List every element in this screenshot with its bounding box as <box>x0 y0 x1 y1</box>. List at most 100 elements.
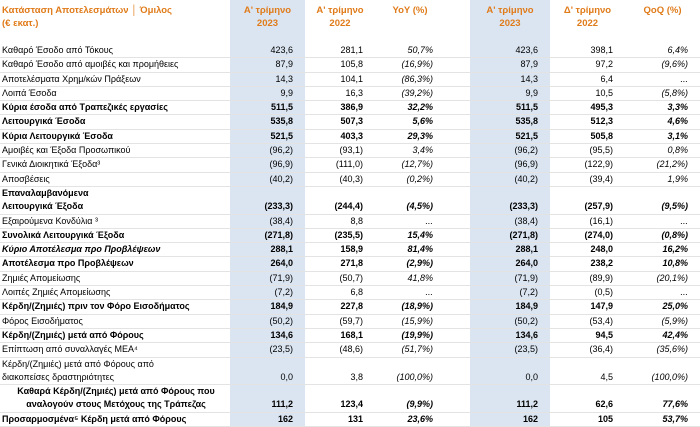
spacer <box>445 86 470 102</box>
percent-cell: (0,8%) <box>625 228 700 244</box>
table-row: Λοιπά Έσοδα 9,9 16,3 (39,2%) 9,9 10,5 (5,8%) <box>0 86 700 102</box>
table-row: Επίπτωση από συναλλαγές ΜΕΑ⁴ (23,5) (48,6)… <box>0 342 700 358</box>
row-label: Κέρδη/(Ζημιές) πριν τον Φόρο Εισοδήματος <box>0 299 230 315</box>
spacer <box>445 314 470 329</box>
value-cell: 227,8 <box>305 299 375 315</box>
table-row: Κύριο Αποτέλεσμα προ Προβλέψεων 288,1 158,… <box>0 242 700 258</box>
percent-cell: 4,6% <box>625 114 700 130</box>
value-cell: 521,5 <box>470 129 550 145</box>
value-cell: 511,5 <box>470 100 550 116</box>
value-cell: 6,4 <box>550 72 625 87</box>
value-cell: (93,1) <box>305 143 375 159</box>
value-cell: 184,9 <box>470 299 550 315</box>
spacer <box>445 157 470 173</box>
value-cell: (40,3) <box>305 172 375 187</box>
value-cell: 386,9 <box>305 100 375 116</box>
text-line: Α' τρίμηνο <box>316 5 364 16</box>
value-cell: 271,8 <box>305 256 375 272</box>
table-row: Ζημιές Απομείωσης (71,9) (50,7) 41,8% (71,9)… <box>0 271 700 287</box>
percent-cell: (21,2%) <box>625 157 700 173</box>
text-line: 2023 <box>256 18 279 29</box>
spacer <box>445 214 470 229</box>
value-cell: (50,2) <box>470 314 550 329</box>
value-cell: (71,9) <box>470 271 550 287</box>
value-cell: 14,3 <box>230 72 305 87</box>
value-cell: 87,9 <box>470 57 550 73</box>
percent-cell: (9,5%) <box>625 186 700 215</box>
value-cell: 162 <box>230 412 305 427</box>
table-title: Κατάσταση Αποτελεσμάτων │ Όμιλος (€ εκατ.… <box>0 0 230 44</box>
value-cell: (233,3) <box>470 186 550 215</box>
value-cell: 403,3 <box>305 129 375 145</box>
percent-cell: 6,4% <box>625 44 700 59</box>
spacer <box>445 100 470 116</box>
percent-cell: 41,8% <box>375 271 445 287</box>
percent-cell: 16,2% <box>625 242 700 258</box>
percent-cell: (100,0%) <box>375 357 445 386</box>
spacer <box>445 271 470 287</box>
value-cell: 9,9 <box>470 86 550 102</box>
table-row: Συνολικά Λειτουργικά Έξοδα (271,8) (235,5)… <box>0 228 700 244</box>
spacer <box>445 242 470 258</box>
row-label: Φόρος Εισοδήματος <box>0 314 230 329</box>
value-cell: (50,2) <box>230 314 305 329</box>
value-cell: 238,2 <box>550 256 625 272</box>
spacer <box>445 129 470 145</box>
spacer <box>445 172 470 187</box>
percent-cell: ... <box>625 72 700 87</box>
value-cell: 158,9 <box>305 242 375 258</box>
table-row: Γενικά Διοικητικά Έξοδα³ (96,9) (111,0) (12… <box>0 157 700 173</box>
value-cell: (7,2) <box>470 285 550 301</box>
value-cell: 0,0 <box>230 357 305 386</box>
column-header: Α' τρίμηνο 2023 <box>470 0 550 44</box>
value-cell: (96,2) <box>230 143 305 159</box>
row-label: Κύριο Αποτέλεσμα προ Προβλέψεων <box>0 242 230 258</box>
header-row: Κατάσταση Αποτελεσμάτων │ Όμιλος (€ εκατ.… <box>0 0 700 44</box>
value-cell: (40,2) <box>230 172 305 187</box>
table-row: Κέρδη/(Ζημιές) μετά από Φόρους 134,6 168,1… <box>0 328 700 344</box>
value-cell: 288,1 <box>230 242 305 258</box>
text-line: Α' τρίμηνο <box>243 5 292 16</box>
table-row: Εξαιρούμενα Κονδύλια ³ (38,4) 8,8... (38,4)… <box>0 214 700 229</box>
value-cell: 507,3 <box>305 114 375 130</box>
value-cell: 6,8 <box>305 285 375 301</box>
value-cell: 16,3 <box>305 86 375 102</box>
value-cell: (59,7) <box>305 314 375 329</box>
value-cell: (95,5) <box>550 143 625 159</box>
row-label: Αποτέλεσμα προ Προβλέψεων <box>0 256 230 272</box>
spacer <box>445 72 470 87</box>
value-cell: (23,5) <box>230 342 305 358</box>
value-cell: (244,4) <box>305 186 375 215</box>
row-label: Λοιπά Έσοδα <box>0 86 230 102</box>
percent-cell: 1,9% <box>625 172 700 187</box>
column-header: Α' τρίμηνο 2022 <box>305 0 375 44</box>
value-cell: 111,2 <box>230 384 305 413</box>
value-cell: 147,9 <box>550 299 625 315</box>
row-label: Καθαρό Έσοδο από Τόκους <box>0 44 230 59</box>
value-cell: 423,6 <box>230 44 305 59</box>
value-cell: 3,8 <box>305 357 375 386</box>
value-cell: 535,8 <box>230 114 305 130</box>
row-label: Εξαιρούμενα Κονδύλια ³ <box>0 214 230 229</box>
table-row: Καθαρό Έσοδο από αμοιβές και προμήθειες 8… <box>0 57 700 73</box>
row-label: Γενικά Διοικητικά Έξοδα³ <box>0 157 230 173</box>
value-cell: (50,7) <box>305 271 375 287</box>
value-cell: 535,8 <box>470 114 550 130</box>
spacer <box>445 44 470 59</box>
value-cell: 184,9 <box>230 299 305 315</box>
table-row: Φόρος Εισοδήματος (50,2) (59,7) (15,9%) (50,… <box>0 314 700 329</box>
value-cell: (40,2) <box>470 172 550 187</box>
text-line: Καθαρά Κέρδη/(Ζημιές) μετά από Φόρους πο… <box>17 386 215 397</box>
value-cell: 134,6 <box>470 328 550 344</box>
percent-cell: 15,4% <box>375 228 445 244</box>
percent-cell: 53,7% <box>625 412 700 427</box>
row-label: Αμοιβές και Έξοδα Προσωπικού <box>0 143 230 159</box>
percent-cell: ... <box>625 214 700 229</box>
value-cell: 87,9 <box>230 57 305 73</box>
value-cell: (71,9) <box>230 271 305 287</box>
table-row: Κέρδη/(Ζημιές) πριν τον Φόρο Εισοδήματος… <box>0 299 700 315</box>
value-cell: 505,8 <box>550 129 625 145</box>
table-row: Αποτέλεσμα προ Προβλέψεων 264,0 271,8 (2,9%… <box>0 256 700 272</box>
